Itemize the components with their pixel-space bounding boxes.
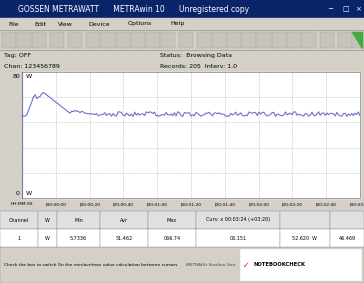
Text: 06.151: 06.151 [229,235,246,241]
Text: Edit: Edit [34,22,46,27]
Bar [101,32,115,48]
Bar [86,32,100,48]
Bar [330,211,364,229]
Bar [242,32,256,48]
Text: Status:  Browsing Data: Status: Browsing Data [160,53,232,59]
Bar [100,211,148,229]
Text: NOTEBOOKCHECK: NOTEBOOKCHECK [254,263,306,267]
Bar [0,0,364,18]
Text: W: W [45,235,50,241]
Text: 0: 0 [16,191,20,196]
Bar [32,32,46,48]
Bar [320,32,334,48]
Bar [338,32,352,48]
Bar [212,32,226,48]
Bar [50,32,64,48]
Bar [280,229,330,247]
Text: |00:00:00: |00:00:00 [45,202,66,206]
Text: |00:02:00: |00:02:00 [248,202,269,206]
Text: |00:01:20: |00:01:20 [181,202,202,206]
Bar [57,211,100,229]
Text: Options: Options [128,22,153,27]
Bar [179,32,193,48]
Bar [196,229,280,247]
Polygon shape [352,32,362,48]
Text: |00:03:00: |00:03:00 [349,202,364,206]
Bar [280,211,330,229]
Text: Curs: x 00:03:24 (+03:20): Curs: x 00:03:24 (+03:20) [206,218,270,222]
Bar [272,32,286,48]
Text: W: W [26,191,32,196]
Bar [0,211,38,229]
Bar [2,32,16,48]
Bar [302,32,316,48]
Text: 51.462: 51.462 [115,235,132,241]
Text: W: W [26,74,32,79]
Bar [0,247,364,283]
Text: 52.620  W: 52.620 W [293,235,317,241]
Bar [38,211,57,229]
Text: ─: ─ [328,6,332,12]
Text: Max: Max [167,218,177,222]
Bar [240,249,362,281]
Bar [148,229,196,247]
Text: 066.74: 066.74 [163,235,181,241]
Bar [0,229,38,247]
Text: W: W [45,218,50,222]
Bar [146,32,160,48]
Text: File: File [8,22,19,27]
Text: |00:01:40: |00:01:40 [214,202,235,206]
Bar [227,32,241,48]
Text: 80: 80 [12,74,20,79]
Text: ×: × [355,6,361,12]
Bar [38,229,57,247]
Bar [131,32,145,48]
Text: Channel: Channel [9,218,29,222]
Text: Min: Min [74,218,83,222]
Bar [0,18,364,30]
Bar [100,229,148,247]
Text: 1: 1 [17,235,20,241]
Bar [330,229,364,247]
Text: Records: 205  Interv: 1.0: Records: 205 Interv: 1.0 [160,63,237,68]
Text: |00:02:20: |00:02:20 [282,202,303,206]
Text: Check the box to switch On the min/avr/max value calculation between cursors: Check the box to switch On the min/avr/m… [4,263,177,267]
Text: □: □ [343,6,349,12]
Bar [161,32,175,48]
Text: METRAHit Starline-Seri: METRAHit Starline-Seri [186,263,236,267]
Bar [148,211,196,229]
Text: Avr: Avr [120,218,128,222]
Bar [22,72,360,198]
Bar [57,229,100,247]
Bar [0,211,364,247]
Text: 46.469: 46.469 [339,235,356,241]
Bar [196,211,280,229]
Text: |00:00:40: |00:00:40 [113,202,134,206]
Text: GOSSEN METRAWATT      METRAwin 10      Unregistered copy: GOSSEN METRAWATT METRAwin 10 Unregistere… [18,5,249,14]
Text: Tag: OFF: Tag: OFF [4,53,31,59]
Bar [17,32,31,48]
Bar [116,32,130,48]
Text: Device: Device [88,22,110,27]
Text: 5.7336: 5.7336 [70,235,87,241]
Text: View: View [58,22,73,27]
Text: HH:MM:SS: HH:MM:SS [11,202,33,206]
Bar [22,72,360,198]
Text: Chan: 123456789: Chan: 123456789 [4,63,60,68]
Bar [197,32,211,48]
Bar [0,30,364,50]
Bar [68,32,82,48]
Bar [0,50,364,72]
Text: |00:02:40: |00:02:40 [316,202,337,206]
Text: ✓: ✓ [243,260,249,269]
Text: |00:01:00: |00:01:00 [147,202,168,206]
Bar [257,32,271,48]
Bar [287,32,301,48]
Text: Help: Help [170,22,185,27]
Bar [353,32,364,48]
Text: |00:00:20: |00:00:20 [79,202,100,206]
